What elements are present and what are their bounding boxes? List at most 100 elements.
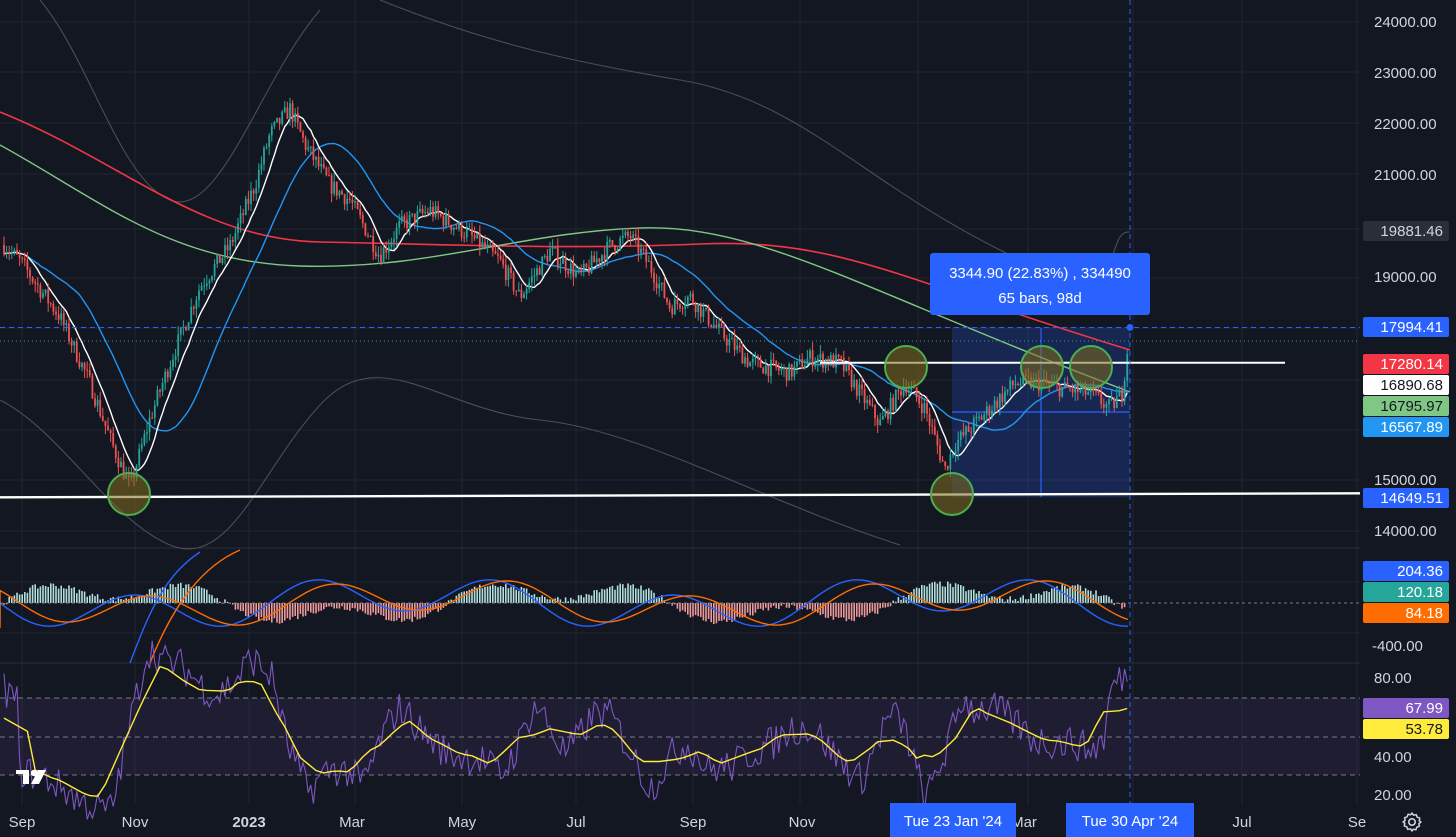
macd-hist-bar (824, 603, 827, 618)
macd-hist-bar (1108, 596, 1110, 603)
macd-hist-bar (658, 598, 660, 603)
candle-body (650, 260, 653, 273)
candle-body (845, 364, 848, 371)
candle-body (419, 208, 421, 212)
candle-body (398, 221, 401, 228)
candle-body (83, 363, 86, 370)
time-axis-label: Jul (566, 814, 585, 831)
macd-hist-bar (562, 601, 564, 603)
candle-body (468, 228, 471, 230)
macd-hist-bar (585, 593, 588, 603)
macd-hist-bar (8, 596, 10, 603)
candle-body (582, 263, 585, 272)
candle-body (21, 257, 24, 259)
grid (0, 0, 1360, 805)
candle-body (785, 367, 788, 381)
candle-body (850, 370, 853, 388)
macd-hist-bar (635, 588, 637, 603)
macd-hist-bar (16, 592, 18, 603)
macd-hist-bar (86, 596, 88, 603)
candle-body (291, 103, 294, 122)
candle-body (195, 300, 198, 309)
time-axis-label: Se (1348, 814, 1366, 831)
macd-hist-bar (863, 603, 866, 618)
macd-hist-bar (117, 596, 120, 603)
macd-hist-bar (544, 597, 546, 603)
macd-hist-bar (681, 603, 684, 611)
macd-hist-bar (653, 592, 655, 603)
macd-hist-bar (819, 603, 822, 616)
macd-hist-bar (853, 603, 855, 622)
macd-hist-bar (1069, 586, 1071, 603)
macd-hist-bar (944, 586, 946, 603)
macd-hist-bar (557, 597, 559, 603)
candle-body (1004, 391, 1006, 403)
macd-hist-bar (715, 603, 718, 624)
candle-body (712, 324, 715, 328)
candle-body (447, 213, 450, 225)
candle-body (10, 252, 13, 254)
macd-hist-bar (541, 595, 543, 603)
macd-hist-bar (463, 591, 465, 603)
macd-hist-bar (5, 603, 8, 605)
candle-body (702, 309, 705, 317)
macd-hist-bar (180, 582, 182, 603)
price-badge: 17280.14 (1380, 356, 1443, 373)
candle-body (533, 275, 536, 277)
macd-hist-bar (1022, 595, 1024, 603)
candle-body (434, 206, 437, 217)
candle-body (96, 399, 99, 406)
candle-body (580, 268, 583, 272)
ema-long-line (0, 111, 1131, 351)
candle-body (187, 322, 190, 331)
macd-hist-bar (317, 603, 320, 612)
macd-hist-bar (432, 603, 434, 611)
price-axis-label: 15000.00 (1374, 472, 1437, 489)
macd-hist-bar (772, 603, 775, 606)
candle-body (421, 208, 424, 214)
settings-gear-icon[interactable] (1400, 810, 1424, 834)
macd-hist-bar (453, 601, 455, 603)
time-axis-label: Sep (9, 814, 36, 831)
macd-hist-bar (559, 599, 562, 603)
macd-hist-bar (18, 594, 21, 603)
candle-body (970, 431, 973, 433)
candle-body (939, 445, 941, 461)
price-badge: 17994.41 (1380, 319, 1443, 336)
candle-body (881, 416, 884, 420)
candle-body (736, 345, 739, 350)
macd-hist-bar (767, 603, 770, 611)
macd-hist-bar (609, 586, 611, 603)
macd-hist-bar (284, 603, 286, 621)
candle-body (400, 216, 403, 222)
macd-hist-bar (1001, 598, 1004, 603)
macd-hist-bar (645, 589, 647, 603)
candle-body (637, 236, 640, 254)
macd-hist-bar (356, 603, 359, 612)
macd-hist-bar (512, 585, 515, 603)
macd-badge: 120.18 (1397, 584, 1443, 601)
candle-body (759, 358, 762, 368)
macd-hist-bar (359, 603, 361, 610)
macd-hist-bar (278, 603, 281, 624)
macd-hist-bar (861, 603, 863, 616)
price-badge: 16567.89 (1380, 419, 1443, 436)
macd-hist-bar (965, 591, 967, 603)
candle-body (309, 146, 312, 148)
candle-body (1006, 389, 1009, 392)
macd-hist-bar (637, 588, 640, 603)
candle-body (523, 293, 525, 299)
candle-body (312, 146, 315, 160)
macd-hist-bar (679, 603, 681, 612)
candle-body (858, 384, 861, 396)
candle-body (55, 311, 57, 315)
candle-body (263, 147, 265, 165)
candle-body (211, 276, 213, 281)
macd-hist-bar (382, 603, 385, 616)
candle-body (978, 416, 980, 418)
candle-body (1118, 390, 1121, 397)
candle-body (944, 461, 947, 466)
candle-body (749, 362, 752, 367)
macd-hist-bar (219, 601, 221, 603)
